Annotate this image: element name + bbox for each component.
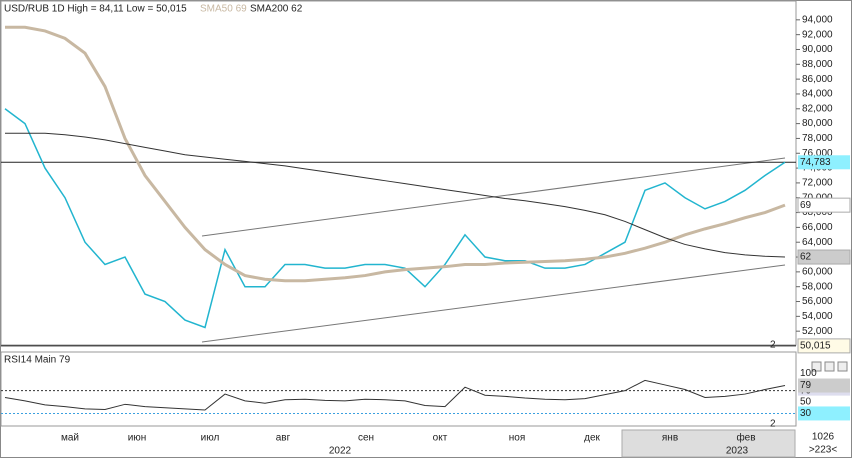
rsi-tick-label: 30 bbox=[800, 408, 812, 419]
series-line bbox=[4, 108, 786, 329]
month-label: янв bbox=[662, 433, 678, 444]
scrollbar[interactable] bbox=[621, 429, 796, 458]
y-tick-label: 94,000 bbox=[802, 14, 833, 25]
panel-button[interactable] bbox=[824, 361, 835, 372]
y-tick-label: 78,000 bbox=[802, 133, 833, 144]
month-label: ноя bbox=[509, 433, 526, 444]
last-price-label: 74,783 bbox=[800, 157, 831, 168]
legend-sma50: SMA50 69 bbox=[200, 4, 247, 15]
y-tick-label: 58,000 bbox=[802, 281, 833, 292]
footer-text: 1026 bbox=[812, 432, 835, 443]
series-line bbox=[5, 132, 786, 258]
y-tick-label: 92,000 bbox=[802, 29, 833, 40]
rsi-title: RSI14 Main 79 bbox=[4, 355, 71, 366]
low-box bbox=[797, 338, 851, 354]
y-tick-label: 84,000 bbox=[802, 89, 833, 100]
month-label: сен bbox=[358, 433, 374, 444]
y-tick-label: 72,000 bbox=[802, 178, 833, 189]
trend-line bbox=[201, 264, 786, 343]
y-tick-label: 52,000 bbox=[802, 326, 833, 337]
month-label: авг bbox=[276, 433, 291, 444]
rsi-value-box bbox=[798, 378, 850, 393]
series-value-label: 62 bbox=[800, 252, 812, 263]
month-label: июн bbox=[128, 433, 147, 444]
legend-sma200: SMA200 62 bbox=[250, 4, 303, 15]
series-value-label: 69 bbox=[800, 200, 812, 211]
rsi-tick-label: 100 bbox=[800, 368, 817, 379]
month-label: фев bbox=[736, 432, 755, 444]
year-label: 2023 bbox=[726, 446, 749, 457]
panel-index: 2 bbox=[770, 340, 776, 351]
price-panel bbox=[0, 0, 797, 346]
rsi-line bbox=[4, 379, 786, 411]
series-value-box bbox=[797, 197, 851, 213]
y-tick-label: 64,000 bbox=[802, 237, 833, 248]
rsi-box bbox=[798, 406, 850, 421]
last-price-box bbox=[798, 155, 850, 170]
panel-button[interactable] bbox=[811, 361, 822, 372]
y-tick-label: 68,000 bbox=[802, 207, 833, 218]
rsi-panel bbox=[0, 351, 797, 427]
y-tick-label: 66,000 bbox=[802, 222, 833, 233]
y-tick-label: 88,000 bbox=[802, 59, 833, 70]
y-tick-label: 76,000 bbox=[802, 148, 833, 159]
y-tick-label: 56,000 bbox=[802, 296, 833, 307]
month-label: дек bbox=[584, 433, 600, 444]
y-tick-label: 60,000 bbox=[802, 267, 833, 278]
y-tick-label: 82,000 bbox=[802, 103, 833, 114]
year-label: 2022 bbox=[329, 446, 352, 457]
low-label: 50,015 bbox=[800, 341, 831, 352]
month-label: май bbox=[61, 433, 79, 444]
chart-title: USD/RUB 1D High = 84,11 Low = 50,015 bbox=[4, 4, 187, 15]
rsi-tick-label: 50 bbox=[800, 397, 812, 408]
month-label: окт bbox=[433, 433, 448, 444]
y-tick-label: 80,000 bbox=[802, 118, 833, 129]
y-tick-label: 54,000 bbox=[802, 311, 833, 322]
month-label: июл bbox=[201, 433, 220, 444]
footer-text: >223< bbox=[809, 445, 838, 456]
y-tick-label: 86,000 bbox=[802, 74, 833, 85]
y-tick-label: 90,000 bbox=[802, 44, 833, 55]
panel-button[interactable] bbox=[837, 361, 848, 372]
rsi-value-label: 79 bbox=[800, 380, 812, 391]
series-line bbox=[5, 25, 786, 283]
panel-index: 2 bbox=[770, 419, 776, 430]
series-value-box bbox=[797, 249, 851, 265]
